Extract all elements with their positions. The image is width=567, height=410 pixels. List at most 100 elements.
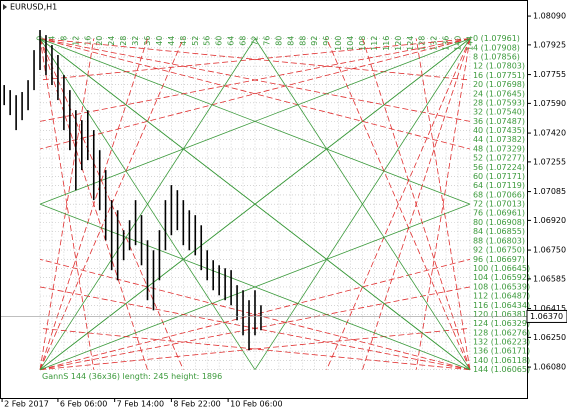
y-tick-label: 1.07590 bbox=[533, 99, 566, 108]
y-tick-label: 1.06750 bbox=[533, 246, 566, 255]
column-label: 108 bbox=[358, 36, 367, 51]
level-label: 52 (1.07277) bbox=[473, 154, 525, 163]
column-label: 104 bbox=[346, 36, 355, 51]
y-tick-label: 1.07085 bbox=[533, 187, 566, 196]
fan-line bbox=[415, 38, 471, 370]
column-label: 44 bbox=[167, 36, 176, 46]
fan-line bbox=[39, 38, 95, 370]
level-label: 24 (1.07645) bbox=[473, 89, 525, 98]
plot-area: 0481216202428323640444852566064687276808… bbox=[0, 30, 530, 381]
level-label: 140 (1.06118) bbox=[473, 356, 530, 365]
y-tick-label: 1.07420 bbox=[533, 129, 566, 138]
level-label: 4 (1.07908) bbox=[473, 43, 520, 52]
column-label: 92 bbox=[310, 36, 319, 46]
level-label: 96 (1.06697) bbox=[473, 255, 525, 264]
level-label: 0 (1.07961) bbox=[473, 34, 520, 43]
level-label: 20 (1.07698) bbox=[473, 80, 525, 89]
column-label: 72 bbox=[250, 36, 259, 46]
column-label: 80 bbox=[274, 36, 283, 46]
level-label: 132 (1.06223) bbox=[473, 338, 530, 347]
gann-line bbox=[39, 38, 256, 370]
x-tick-label: 8 Feb 22:00 bbox=[173, 400, 220, 409]
y-tick-label: 1.06080 bbox=[533, 363, 566, 372]
column-label: 32 bbox=[131, 36, 140, 46]
level-label: 32 (1.07540) bbox=[473, 108, 525, 117]
column-label: 12 bbox=[71, 36, 80, 46]
column-label: 144 bbox=[465, 36, 474, 51]
level-label: 100 (1.06645) bbox=[473, 264, 530, 273]
level-label: 124 (1.06329) bbox=[473, 319, 530, 328]
column-label: 28 bbox=[119, 36, 128, 46]
level-label: 60 (1.07171) bbox=[473, 172, 525, 181]
y-tick-label: 1.06920 bbox=[533, 216, 566, 225]
fan-line bbox=[326, 38, 471, 370]
column-label: 60 bbox=[215, 36, 224, 46]
level-label: 128 (1.06276) bbox=[473, 328, 530, 337]
current-price-label: 1.06370 bbox=[530, 312, 563, 321]
column-label: 120 bbox=[394, 36, 403, 51]
level-label: 12 (1.07803) bbox=[473, 62, 525, 71]
x-tick-label: 6 Feb 06:00 bbox=[60, 400, 107, 409]
column-label: 16 bbox=[83, 36, 92, 46]
level-label: 76 (1.06961) bbox=[473, 209, 525, 218]
symbol-icon bbox=[3, 4, 7, 10]
y-tick-label: 1.06585 bbox=[533, 274, 566, 283]
level-label: 16 (1.07751) bbox=[473, 71, 525, 80]
gann-line bbox=[39, 38, 471, 205]
fan-line bbox=[362, 38, 471, 370]
gann-info: GannS 144 (36x36) length: 245 height: 18… bbox=[42, 372, 222, 381]
fan-line bbox=[39, 38, 471, 150]
column-label: 136 bbox=[442, 36, 451, 51]
y-tick-label: 1.07755 bbox=[533, 70, 566, 79]
column-label: 100 bbox=[334, 36, 343, 51]
fan-line bbox=[39, 38, 148, 370]
column-label: 8 bbox=[59, 36, 68, 41]
plot-frame bbox=[0, 0, 528, 399]
column-label: 52 bbox=[191, 36, 200, 46]
level-label: 112 (1.06487) bbox=[473, 292, 530, 301]
column-label: 64 bbox=[227, 36, 236, 46]
column-label: 20 bbox=[95, 36, 104, 46]
level-label: 8 (1.07856) bbox=[473, 52, 520, 61]
level-label: 88 (1.06803) bbox=[473, 236, 525, 245]
column-label: 48 bbox=[179, 36, 188, 46]
column-label: 68 bbox=[239, 36, 248, 46]
level-label: 80 (1.06908) bbox=[473, 218, 525, 227]
level-label: 64 (1.07119) bbox=[473, 181, 525, 190]
level-label: 28 (1.07593) bbox=[473, 98, 525, 107]
column-label: 36 bbox=[143, 36, 152, 46]
column-label: 56 bbox=[203, 36, 212, 46]
level-label: 36 (1.07487) bbox=[473, 117, 525, 126]
level-label: 84 (1.06855) bbox=[473, 227, 525, 236]
level-label: 72 (1.07013) bbox=[473, 200, 525, 209]
y-tick-label: 1.08090 bbox=[533, 12, 566, 21]
level-label: 44 (1.07382) bbox=[473, 135, 525, 144]
x-tick-label: 2 Feb 2017 bbox=[4, 400, 49, 409]
column-label: 88 bbox=[298, 36, 307, 46]
level-label: 144 (1.06065) bbox=[473, 365, 530, 374]
column-label: 124 bbox=[406, 36, 415, 51]
level-label: 116 (1.06434) bbox=[473, 301, 530, 310]
gann-line bbox=[39, 38, 471, 371]
level-label: 40 (1.07435) bbox=[473, 126, 525, 135]
column-label: 4 bbox=[47, 36, 56, 41]
y-tick-label: 1.06250 bbox=[533, 333, 566, 342]
column-label: 116 bbox=[382, 36, 391, 51]
column-label: 112 bbox=[370, 36, 379, 51]
level-label: 136 (1.06171) bbox=[473, 347, 530, 356]
column-label: 96 bbox=[322, 36, 331, 46]
level-label: 104 (1.06592) bbox=[473, 273, 530, 282]
column-label: 132 bbox=[430, 36, 439, 51]
x-tick-label: 10 Feb 06:00 bbox=[230, 400, 282, 409]
level-label: 120 (1.06381) bbox=[473, 310, 530, 319]
level-label: 108 (1.06539) bbox=[473, 282, 530, 291]
level-label: 48 (1.07329) bbox=[473, 144, 525, 153]
x-tick-label: 7 Feb 14:00 bbox=[117, 400, 164, 409]
y-tick-label: 1.06415 bbox=[533, 304, 566, 313]
y-tick-label: 1.07255 bbox=[533, 157, 566, 166]
column-label: 84 bbox=[286, 36, 295, 46]
current-price-box bbox=[526, 309, 567, 323]
y-tick-label: 1.07925 bbox=[533, 40, 566, 49]
